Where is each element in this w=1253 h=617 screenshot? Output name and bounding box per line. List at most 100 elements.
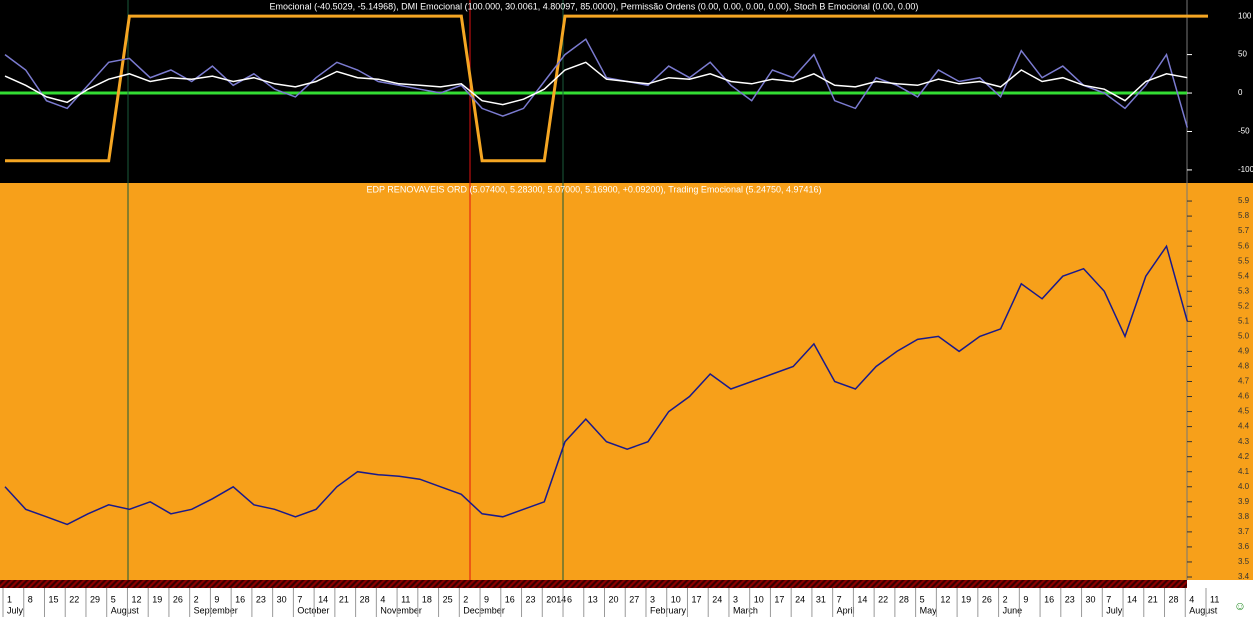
indicator-title: Emocional (-40.5029, -5.14968), DMI Emoc…	[270, 1, 919, 11]
time-strip	[0, 580, 1187, 588]
x-tick-label: 18	[422, 594, 432, 604]
series-line	[4, 61, 1188, 106]
x-tick-label: 9	[214, 594, 219, 604]
x-tick-label: 23	[526, 594, 536, 604]
x-tick-label: 31	[816, 594, 826, 604]
x-tick-label: 19	[152, 594, 162, 604]
x-tick-label: 3	[650, 594, 655, 604]
y-tick-label: 3.5	[1238, 557, 1250, 566]
x-tick-label: 14	[318, 594, 328, 604]
x-tick-label: 10	[671, 594, 681, 604]
x-tick-label: 28	[899, 594, 909, 604]
month-label: August	[111, 605, 140, 615]
x-tick-label: 2	[1003, 594, 1008, 604]
x-tick-label: 27	[629, 594, 639, 604]
x-tick-label: 2	[194, 594, 199, 604]
y-tick-label: 4.9	[1238, 347, 1250, 356]
y-tick-label: 4.0	[1238, 482, 1250, 491]
x-tick-label: 23	[256, 594, 266, 604]
month-label: April	[837, 605, 855, 615]
x-tick-label: 12	[131, 594, 141, 604]
x-tick-label: 28	[1169, 594, 1179, 604]
x-tick-label: 30	[277, 594, 287, 604]
y-tick-label: 4.7	[1238, 377, 1250, 386]
x-tick-label: 1	[7, 594, 12, 604]
x-tick-label: 21	[339, 594, 349, 604]
y-tick-label: 3.6	[1238, 542, 1250, 551]
y-tick-label: 3.8	[1238, 512, 1250, 521]
price-axis	[1187, 183, 1253, 580]
y-tick-label: 5.7	[1238, 226, 1250, 235]
x-tick-label: 11	[1210, 594, 1219, 604]
x-tick-label: 7	[1106, 594, 1111, 604]
y-tick-label: 3.7	[1238, 527, 1250, 536]
x-tick-label: 9	[1023, 594, 1028, 604]
x-tick-label: 30	[1086, 594, 1096, 604]
x-tick-label: 14	[857, 594, 867, 604]
y-tick-label: 100	[1238, 11, 1252, 20]
x-tick-label: 5	[920, 594, 925, 604]
series-line	[5, 14, 1208, 163]
y-tick-label: 3.9	[1238, 497, 1250, 506]
month-label: August	[1189, 605, 1218, 615]
x-tick-label: 5	[111, 594, 116, 604]
y-tick-label: -50	[1238, 127, 1250, 136]
y-tick-label: 3.4	[1238, 572, 1250, 581]
x-tick-label: 26	[982, 594, 992, 604]
y-tick-label: 4.3	[1238, 437, 1250, 446]
x-tick-label: 15	[48, 594, 58, 604]
y-tick-label: 4.4	[1238, 422, 1250, 431]
x-tick-label: 3	[733, 594, 738, 604]
x-tick-label: 17	[774, 594, 784, 604]
y-tick-label: 4.5	[1238, 407, 1250, 416]
series-line	[4, 244, 1189, 526]
x-tick-label: 19	[961, 594, 971, 604]
x-tick-label: 16	[1044, 594, 1054, 604]
y-tick-label: 0	[1238, 88, 1243, 97]
x-tick-label: 25	[443, 594, 453, 604]
x-tick-label: 21	[1148, 594, 1158, 604]
x-tick-label: 7	[837, 594, 842, 604]
x-tick-label: 11	[401, 594, 410, 604]
x-tick-label: 8	[28, 594, 33, 604]
x-tick-label: 4	[1189, 594, 1194, 604]
month-label: November	[380, 605, 422, 615]
x-tick-label: 22	[878, 594, 888, 604]
y-tick-label: 5.5	[1238, 256, 1250, 265]
y-tick-label: 5.4	[1238, 271, 1250, 280]
month-label: June	[1003, 605, 1023, 615]
y-tick-label: 5.8	[1238, 211, 1250, 220]
x-tick-label: 12	[940, 594, 950, 604]
x-tick-label: 22	[69, 594, 79, 604]
price-title: EDP RENOVAVEIS ORD (5.07400, 5.28300, 5.…	[366, 184, 821, 194]
x-tick-label: 29	[90, 594, 100, 604]
y-tick-label: 5.0	[1238, 331, 1250, 340]
series-line	[4, 38, 1189, 128]
month-label: March	[733, 605, 758, 615]
x-tick-label: 14	[1127, 594, 1137, 604]
x-tick-label: 9	[484, 594, 489, 604]
x-tick-label: 16	[235, 594, 245, 604]
x-tick-label: 4	[380, 594, 385, 604]
smiley-icon: ☺	[1234, 599, 1246, 613]
x-tick-label: 13	[588, 594, 598, 604]
y-tick-label: 5.9	[1238, 196, 1250, 205]
x-tick-label: 26	[173, 594, 183, 604]
y-tick-label: 50	[1238, 50, 1247, 59]
y-tick-label: 5.1	[1238, 316, 1250, 325]
month-label: September	[194, 605, 238, 615]
x-tick-label: 7	[297, 594, 302, 604]
x-tick-label: 20	[609, 594, 619, 604]
month-label: December	[463, 605, 505, 615]
month-label: February	[650, 605, 687, 615]
y-tick-label: 5.6	[1238, 241, 1250, 250]
x-tick-label: 23	[1065, 594, 1075, 604]
x-tick-label: 28	[360, 594, 370, 604]
month-label: July	[7, 605, 24, 615]
x-tick-label: 10	[754, 594, 764, 604]
price-panel	[0, 183, 1187, 580]
x-tick-label: 2	[463, 594, 468, 604]
x-tick-label: 2014	[546, 594, 566, 604]
x-tick-label: 24	[712, 594, 722, 604]
